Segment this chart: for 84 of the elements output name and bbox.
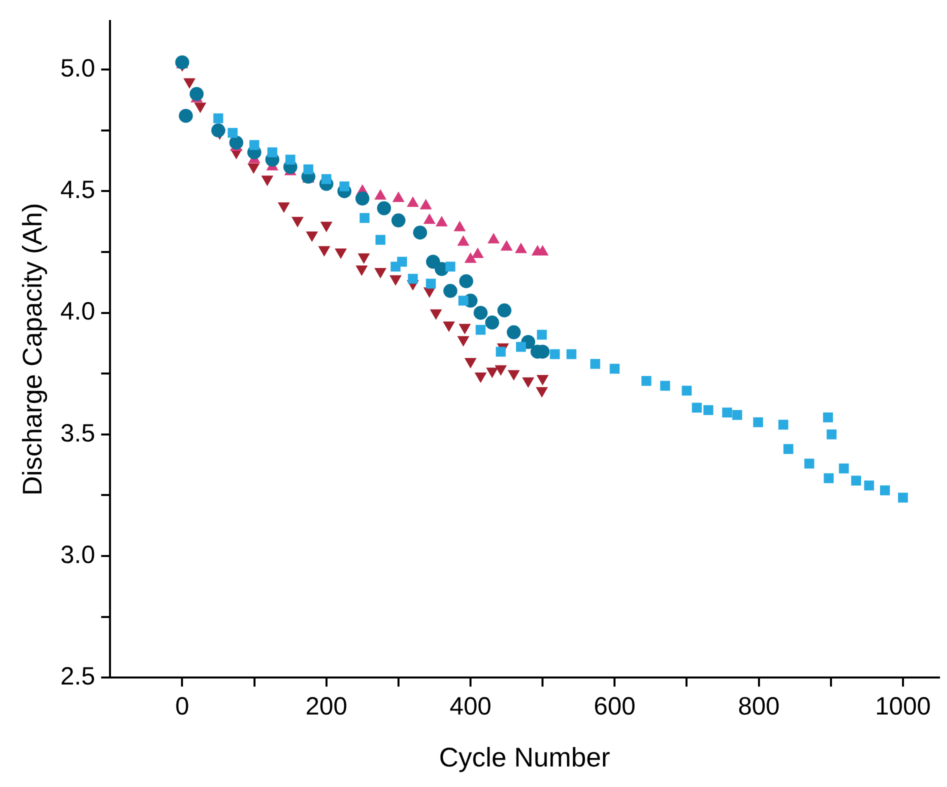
point <box>497 303 512 318</box>
y-tick-label: 4.0 <box>60 298 96 326</box>
point <box>391 213 406 228</box>
point <box>474 306 488 320</box>
point <box>823 412 833 422</box>
point <box>358 253 370 264</box>
point <box>339 181 350 192</box>
point <box>211 123 226 138</box>
x-axis-title: Cycle Number <box>439 742 610 772</box>
point <box>248 163 260 174</box>
point <box>178 108 193 123</box>
point <box>682 386 692 396</box>
x-tick-label: 800 <box>738 692 780 720</box>
point <box>303 164 314 174</box>
point <box>278 202 290 213</box>
point <box>249 140 260 150</box>
point <box>459 274 474 288</box>
point <box>443 284 458 298</box>
point <box>267 147 278 158</box>
x-tick-label: 400 <box>450 692 492 720</box>
point <box>496 346 506 357</box>
point <box>536 374 549 386</box>
point <box>442 321 455 332</box>
point <box>880 485 890 496</box>
point <box>213 113 224 124</box>
point <box>485 316 500 330</box>
y-tick-label: 3.5 <box>60 419 96 448</box>
point <box>175 55 190 70</box>
point <box>360 213 370 223</box>
point <box>851 476 862 486</box>
point <box>390 275 402 286</box>
point <box>732 410 742 420</box>
point <box>190 86 204 101</box>
point <box>458 296 468 306</box>
point <box>408 274 418 284</box>
point <box>291 216 304 228</box>
point <box>898 492 908 503</box>
point <box>824 473 834 484</box>
y-tick-label: 3.0 <box>60 540 96 569</box>
point <box>641 376 652 386</box>
point <box>610 364 620 374</box>
x-tick-label: 0 <box>175 692 190 720</box>
point <box>426 278 436 289</box>
point <box>397 256 407 267</box>
x-tick-label: 600 <box>594 692 636 720</box>
point <box>430 309 442 320</box>
y-tick-label: 5.0 <box>60 54 96 83</box>
point <box>522 377 534 388</box>
point <box>838 464 849 474</box>
y-axis-title: Discharge Capacity (Ah) <box>18 202 48 496</box>
point <box>285 154 296 165</box>
point <box>506 325 521 340</box>
point <box>464 358 477 368</box>
point <box>692 402 702 413</box>
x-tick-label: 200 <box>306 692 348 720</box>
point <box>864 480 874 490</box>
y-tick-label: 4.5 <box>60 176 96 204</box>
point <box>374 268 386 278</box>
point <box>377 201 392 216</box>
y-tick-label: 2.5 <box>60 662 96 690</box>
point <box>445 262 456 272</box>
point <box>703 405 714 416</box>
point <box>536 330 547 340</box>
point <box>753 417 764 428</box>
point <box>826 429 837 440</box>
point <box>566 349 576 360</box>
point <box>550 349 560 360</box>
point <box>413 226 428 240</box>
point <box>516 342 526 352</box>
point <box>660 380 670 391</box>
point <box>778 420 788 430</box>
point <box>355 192 370 206</box>
point <box>783 444 794 454</box>
point <box>321 174 332 184</box>
point <box>590 358 600 369</box>
point <box>494 365 507 376</box>
point <box>476 324 486 335</box>
point <box>722 408 732 418</box>
x-tick-label: 1000 <box>875 692 931 720</box>
point <box>804 458 814 469</box>
point <box>375 234 386 245</box>
point <box>458 324 471 334</box>
point <box>229 136 244 150</box>
point <box>228 128 238 138</box>
